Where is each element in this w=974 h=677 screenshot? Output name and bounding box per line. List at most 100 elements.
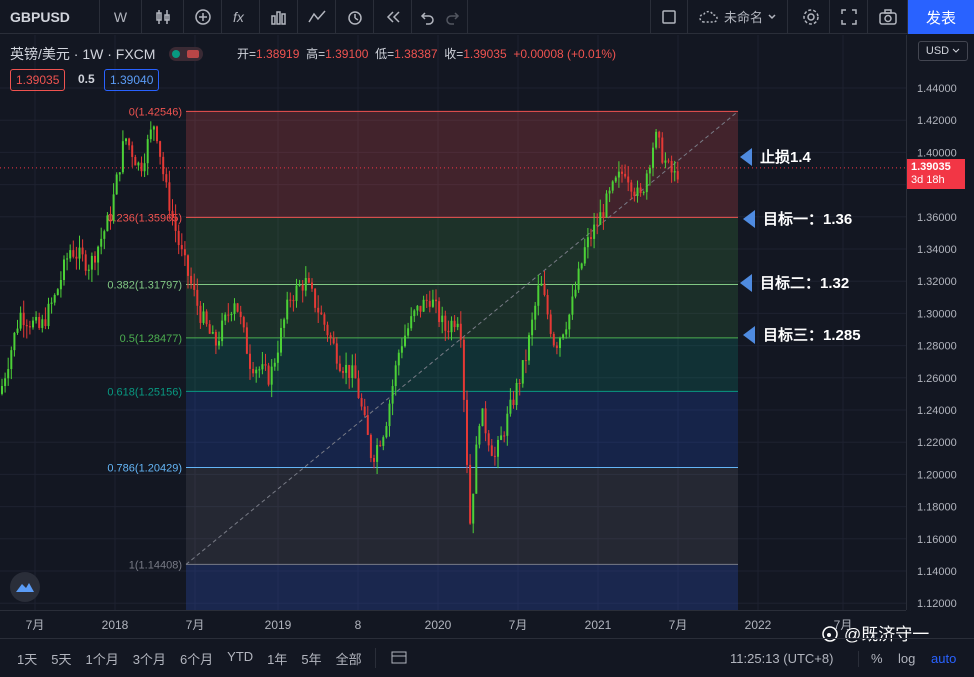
low-value: 1.38387 <box>394 47 438 61</box>
price-tick-label: 1.14000 <box>917 566 957 578</box>
publish-button[interactable]: 发表 <box>908 0 974 34</box>
tradingview-logo-icon[interactable] <box>10 572 40 602</box>
target-2-annotation[interactable]: 目标二：1.32 <box>740 272 849 293</box>
candle-body <box>252 368 255 374</box>
price-axis[interactable]: 1.440001.420001.400001.380001.360001.340… <box>906 35 974 610</box>
candle-body <box>673 171 676 173</box>
candle-body <box>617 171 620 178</box>
candle-body <box>583 247 586 264</box>
currency-select[interactable]: USD <box>918 41 968 61</box>
candle-body <box>35 316 38 321</box>
percent-toggle[interactable]: % <box>871 651 883 666</box>
time-tick-label: 2020 <box>425 618 452 632</box>
price-tick-label: 1.34000 <box>917 244 957 256</box>
candle-body <box>41 319 44 328</box>
symbol-search[interactable]: GBPUSD <box>0 0 100 34</box>
high-value: 1.39100 <box>325 47 369 61</box>
range-button[interactable]: YTD <box>227 648 254 664</box>
time-axis[interactable]: 7月 2018 7月 2019 8 2020 7月 2021 7月 2022 7月 <box>0 610 906 638</box>
undo-icon[interactable] <box>412 0 440 34</box>
range-button[interactable]: 5天 <box>51 651 72 667</box>
candle-body <box>497 439 499 457</box>
candle-body <box>608 190 611 194</box>
candle-body <box>351 365 354 379</box>
candle-body <box>320 312 323 315</box>
replay-icon[interactable] <box>374 0 412 34</box>
fibonacci-retracement[interactable]: 0(1.42546) 0.236(1.35965) 0.382(1.31797) 0.… <box>107 106 739 610</box>
range-button[interactable]: 6个月 <box>179 651 214 667</box>
chart-canvas[interactable]: 0(1.42546) 0.236(1.35965) 0.382(1.31797) 0.… <box>0 35 906 610</box>
compare-icon[interactable] <box>298 0 336 34</box>
price-axis-canvas[interactable]: 1.440001.420001.400001.380001.360001.340… <box>907 35 974 610</box>
target-3-annotation[interactable]: 目标三：1.285 <box>743 324 861 345</box>
fullscreen-icon[interactable] <box>830 0 868 34</box>
chart-pane[interactable]: 0(1.42546) 0.236(1.35965) 0.382(1.31797) 0.… <box>0 35 906 610</box>
change-value: +0.00008 (+0.01%) <box>513 47 617 61</box>
candle-body <box>577 268 580 290</box>
range-button[interactable]: 5年 <box>301 651 322 667</box>
redo-icon[interactable] <box>440 0 468 34</box>
fullscreen-layout-icon[interactable] <box>650 0 688 34</box>
clock-time[interactable]: 11:25:13 (UTC+8) <box>730 651 834 666</box>
candle-body <box>555 345 558 348</box>
candle-body <box>38 316 41 328</box>
candle-body <box>537 285 540 306</box>
layout-name-button[interactable]: 未命名 <box>688 0 788 34</box>
stop-loss-annotation[interactable]: 止损1.4 <box>740 146 811 167</box>
range-button[interactable]: 3个月 <box>132 651 166 667</box>
last-price-value: 1.39035 <box>911 161 951 173</box>
candle-body <box>630 182 633 192</box>
candle-body <box>75 256 78 259</box>
arrow-left-icon <box>740 147 752 166</box>
price-tick-label: 1.40000 <box>917 147 957 159</box>
candle-body <box>125 138 127 142</box>
candle-body <box>50 302 53 304</box>
candle-body <box>100 238 103 247</box>
candle-body <box>261 364 264 370</box>
alert-icon[interactable] <box>336 0 374 34</box>
target-1-annotation[interactable]: 目标一：1.36 <box>743 208 852 229</box>
candle-body <box>531 319 534 336</box>
camera-icon[interactable] <box>868 0 908 34</box>
candle-body <box>332 337 335 344</box>
candle-body <box>596 224 599 226</box>
candle-body <box>444 315 447 331</box>
log-toggle[interactable]: log <box>898 651 916 666</box>
fib-level-label: 0.618(1.25156) <box>107 386 182 398</box>
candle-body <box>338 363 341 372</box>
add-indicator-icon[interactable] <box>184 0 222 34</box>
layout-name-label: 未命名 <box>723 10 763 25</box>
target-1-text: 目标一：1.36 <box>763 211 853 228</box>
candle-body <box>97 246 100 263</box>
candle-body <box>428 300 431 307</box>
candle-body <box>128 138 131 146</box>
candle-body <box>140 162 143 172</box>
range-button[interactable]: 1年 <box>267 651 288 667</box>
candle-body <box>56 289 59 295</box>
sell-price-button[interactable]: 1.39035 <box>10 69 66 91</box>
price-tick-label: 1.36000 <box>917 212 957 224</box>
candle-body <box>342 371 344 373</box>
candle-body <box>131 145 134 157</box>
candle-style-icon[interactable] <box>142 0 184 34</box>
candle-body <box>462 339 465 400</box>
time-axis-canvas[interactable]: 7月 2018 7月 2019 8 2020 7月 2021 7月 2022 7月 <box>0 611 906 639</box>
price-tick-label: 1.32000 <box>917 276 957 288</box>
templates-icon[interactable] <box>260 0 298 34</box>
candles[interactable] <box>1 121 679 534</box>
candle-body <box>87 269 90 271</box>
candle-body <box>515 383 518 406</box>
visibility-toggle-icon[interactable] <box>169 47 204 61</box>
range-button[interactable]: 全部 <box>335 651 362 667</box>
buy-price-button[interactable]: 1.39040 <box>104 69 160 91</box>
candle-body <box>599 212 602 225</box>
settings-gear-icon[interactable] <box>792 0 830 34</box>
candle-body <box>540 283 543 286</box>
weibo-icon <box>822 625 838 642</box>
auto-toggle[interactable]: auto <box>931 651 957 666</box>
range-button[interactable]: 1天 <box>17 651 38 667</box>
date-range-icon[interactable] <box>382 649 416 668</box>
range-button[interactable]: 1个月 <box>85 651 119 667</box>
interval-button[interactable]: W <box>100 0 142 34</box>
fx-indicators-icon[interactable]: fx <box>222 0 260 34</box>
